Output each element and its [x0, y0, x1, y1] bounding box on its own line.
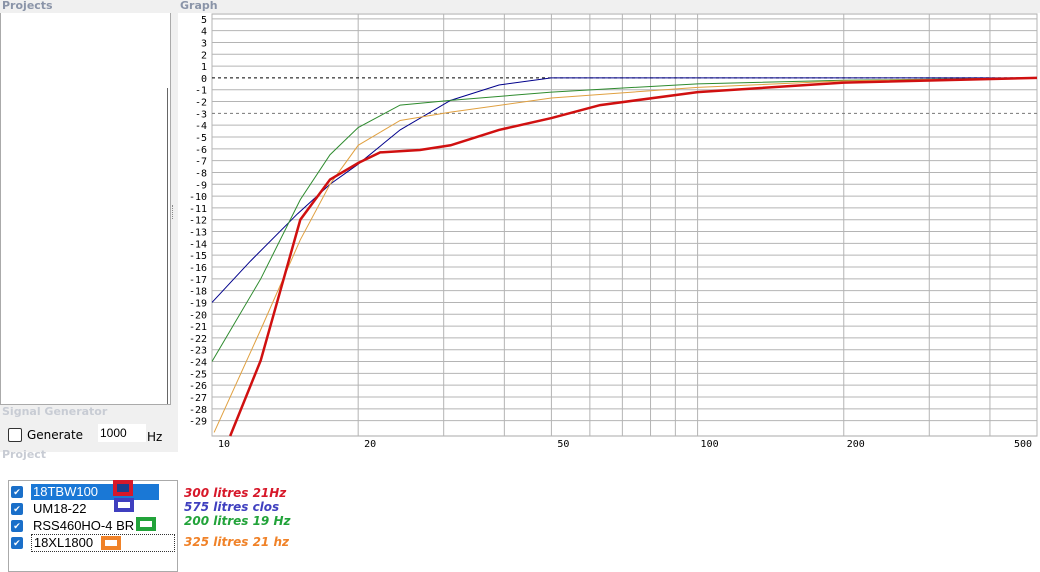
- list-item[interactable]: ✔ 18TBW100: [11, 483, 175, 500]
- series-line: [211, 77, 1037, 303]
- series-line: [229, 76, 1038, 437]
- y-tick-label: -18: [189, 287, 207, 298]
- y-tick-label: -26: [189, 381, 207, 392]
- x-tick-label: 100: [701, 439, 719, 450]
- color-swatch-green[interactable]: [136, 517, 156, 531]
- item-label: UM18-22: [33, 500, 87, 516]
- y-tick-label: -16: [189, 263, 207, 274]
- y-tick-label: -7: [195, 157, 207, 168]
- graph-header: Graph: [180, 0, 218, 12]
- projects-scrollbar[interactable]: [167, 88, 168, 404]
- projects-panel[interactable]: [0, 13, 171, 405]
- y-tick-label: -24: [189, 358, 207, 369]
- frequency-response-chart: 543210-1-2-3-4-5-6-7-8-9-10-11-12-13-14-…: [189, 13, 1038, 450]
- note-rss460ho: 200 litres 19 Hz: [184, 514, 291, 528]
- check-icon[interactable]: ✔: [11, 485, 23, 498]
- main-area: 5 4 3 2 1 0 -1 -2 -3 -4 -5 -6 -7 -8 -9 -10 -11 -12 -13 -14-…: [0, 0, 1040, 461]
- note-18tbw100: 300 litres 21Hz: [184, 486, 287, 500]
- y-tick-label: -4: [195, 121, 207, 132]
- splitter-handle[interactable]: [172, 205, 175, 219]
- y-tick-label: -25: [189, 369, 207, 380]
- y-tick-label: -5: [195, 133, 207, 144]
- hz-label: Hz: [147, 430, 163, 444]
- y-tick-label: -2: [195, 98, 207, 109]
- note-18xl1800: 325 litres 21 hz: [184, 535, 289, 549]
- signal-generator-header: Signal Generator: [2, 405, 108, 418]
- item-label: 18TBW100: [31, 483, 159, 500]
- item-label: 18XL1800: [30, 533, 175, 552]
- y-tick-label: -27: [189, 393, 207, 404]
- y-tick-label: -12: [189, 216, 207, 227]
- note-um18-22: 575 litres clos: [184, 500, 280, 514]
- color-swatch-red[interactable]: [113, 480, 133, 496]
- check-icon[interactable]: ✔: [11, 502, 23, 515]
- series-line: [211, 77, 1038, 362]
- checkbox-box[interactable]: [8, 428, 22, 442]
- y-tick-label: -29: [189, 417, 207, 428]
- y-tick-label: 1: [201, 62, 207, 73]
- y-tick-label: -20: [189, 310, 207, 321]
- x-tick-label: 50: [557, 439, 569, 450]
- y-tick-label: 0: [201, 74, 207, 85]
- y-tick-label: -21: [189, 322, 207, 333]
- list-item[interactable]: ✔ 18XL1800: [11, 533, 175, 552]
- y-tick-label: -19: [189, 298, 207, 309]
- generate-label: Generate: [27, 428, 84, 442]
- y-tick-label: -17: [189, 275, 207, 286]
- y-tick-label: 2: [201, 50, 207, 61]
- list-item[interactable]: ✔ RSS460HO-4 BR: [11, 517, 136, 534]
- x-tick-label: 500: [1014, 439, 1032, 450]
- x-tick-label: 10: [218, 439, 230, 450]
- y-tick-label: -11: [189, 204, 207, 215]
- y-tick-label: 5: [201, 15, 207, 26]
- item-label: RSS460HO-4 BR: [33, 517, 135, 533]
- project-list[interactable]: ✔ 18TBW100 ✔ UM18-22 ✔ RSS460HO-4 BR ✔ 18XL1…: [8, 480, 178, 572]
- y-tick-label: 3: [201, 38, 207, 49]
- list-item[interactable]: ✔ UM18-22: [11, 500, 88, 517]
- y-tick-label: -28: [189, 405, 207, 416]
- x-tick-label: 200: [847, 439, 865, 450]
- y-tick-label: -9: [195, 180, 207, 191]
- y-tick-label: 4: [201, 27, 207, 38]
- plot-area: [211, 13, 1038, 437]
- y-tick-label: -22: [189, 334, 207, 345]
- check-icon[interactable]: ✔: [11, 519, 23, 532]
- y-tick-label: -6: [195, 145, 207, 156]
- projects-header: Projects: [2, 0, 53, 12]
- y-tick-label: -13: [189, 228, 207, 239]
- project-header: Project: [2, 448, 47, 461]
- y-tick-label: -3: [195, 109, 207, 120]
- y-tick-label: -10: [189, 192, 207, 203]
- y-tick-label: -8: [195, 168, 207, 179]
- frequency-input[interactable]: [98, 424, 146, 442]
- generate-checkbox[interactable]: Generate: [8, 428, 83, 442]
- y-tick-label: -1: [195, 86, 207, 97]
- color-swatch-blue[interactable]: [114, 498, 134, 512]
- y-tick-label: -15: [189, 251, 207, 262]
- color-swatch-orange[interactable]: [101, 536, 121, 550]
- y-tick-label: -23: [189, 346, 207, 357]
- x-tick-label: 20: [364, 439, 376, 450]
- check-icon[interactable]: ✔: [11, 536, 23, 549]
- y-tick-label: -14: [189, 239, 207, 250]
